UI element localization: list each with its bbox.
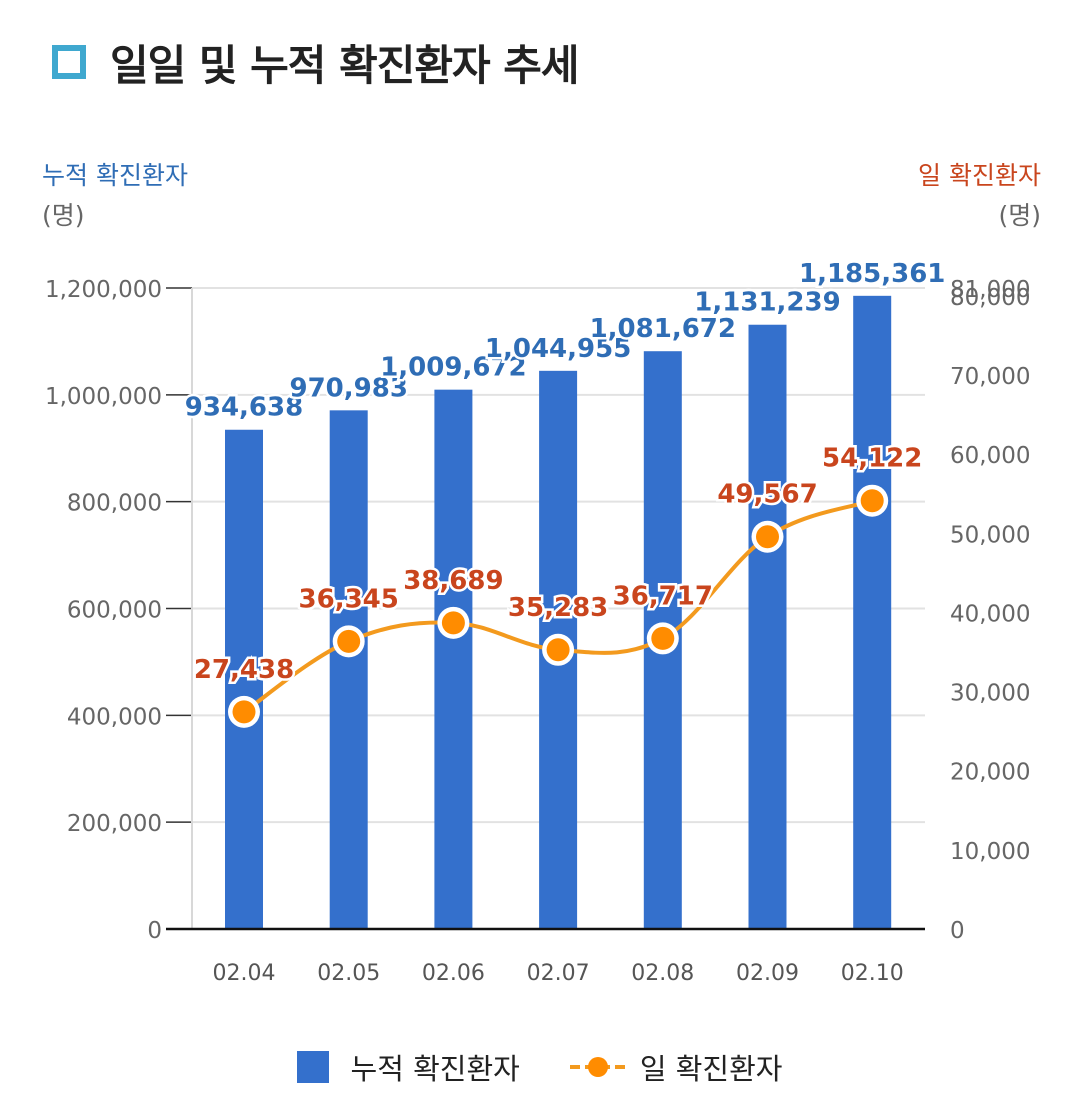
left-tick-label: 1,200,000 — [45, 277, 162, 303]
bar-value-label: 934,638 — [185, 393, 303, 423]
left-tick-label: 400,000 — [67, 704, 162, 730]
legend-label-daily: 일 확진환자 — [639, 1052, 783, 1086]
bar-swatch-icon — [296, 1051, 329, 1083]
left-tick-label: 600,000 — [67, 598, 162, 624]
line-value-label: 38,689 — [403, 566, 503, 596]
combo-chart: 0 200,000 400,000 600,000 800,000 1,000,000 1,… — [44, 258, 1031, 986]
x-tick-label: 02.04 — [213, 961, 276, 986]
left-tick-label: 1,000,000 — [45, 384, 162, 410]
right-axis-unit: (명) — [998, 201, 1041, 230]
left-axis-title: 누적 확진환자 — [42, 161, 188, 190]
legend-item-cumulative[interactable]: 누적 확진환자 — [296, 1046, 520, 1088]
right-tick-label: 50,000 — [950, 522, 1030, 548]
left-tick-label: 0 — [147, 918, 162, 944]
right-tick-label: 10,000 — [950, 839, 1030, 865]
line-marker-swatch-icon — [569, 1057, 626, 1077]
line-marker — [232, 700, 256, 724]
x-tick-label: 02.05 — [317, 961, 380, 986]
legend-label-cumulative: 누적 확진환자 — [350, 1052, 520, 1086]
right-tick-label: 30,000 — [950, 681, 1030, 707]
right-tick-label: 70,000 — [950, 364, 1030, 390]
left-tick-label: 200,000 — [67, 811, 162, 837]
bar — [748, 324, 787, 929]
x-tick-label: 02.09 — [736, 961, 799, 986]
chart-title: 일일 및 누적 확진환자 추세 — [110, 40, 580, 90]
bar-value-label: 1,044,955 — [485, 334, 631, 364]
line-value-label: 36,717 — [613, 581, 713, 611]
right-axis-title: 일 확진환자 — [918, 161, 1041, 190]
left-tick-label: 800,000 — [67, 491, 162, 517]
line-marker — [337, 629, 361, 653]
chart-legend: 누적 확진환자 일 확진환자 — [0, 1046, 1079, 1088]
line-marker — [441, 611, 465, 635]
line-value-label: 36,345 — [299, 584, 399, 614]
x-tick-label: 02.08 — [631, 961, 694, 986]
chart-header: 일일 및 누적 확진환자 추세 — [52, 32, 580, 92]
line-marker — [860, 489, 884, 513]
x-tick-label: 02.07 — [527, 961, 590, 986]
line-marker — [756, 525, 779, 549]
line-value-label: 54,122 — [822, 444, 922, 474]
legend-item-daily[interactable]: 일 확진환자 — [568, 1046, 783, 1088]
bar — [853, 295, 892, 929]
bar-value-label: 1,009,672 — [380, 353, 526, 383]
bar-value-label: 970,983 — [289, 373, 407, 403]
bar — [434, 389, 473, 929]
left-axis-unit: (명) — [42, 201, 85, 230]
bar — [225, 429, 263, 929]
line-value-label: 49,567 — [717, 480, 817, 510]
line-value-label: 27,438 — [194, 655, 294, 685]
right-tick-label: 60,000 — [950, 443, 1030, 469]
bar-value-label: 1,185,361 — [799, 259, 945, 289]
line-marker — [546, 638, 570, 662]
line-marker — [651, 626, 675, 650]
bar — [329, 410, 368, 929]
bar-value-label: 1,081,672 — [590, 314, 736, 344]
right-tick-label: 40,000 — [950, 601, 1030, 627]
square-bullet-icon — [52, 45, 86, 79]
right-tick-label: 80,000 — [950, 285, 1030, 311]
right-tick-label: 0 — [950, 918, 965, 944]
bar-value-label: 1,131,239 — [694, 288, 840, 318]
x-tick-label: 02.06 — [422, 961, 485, 986]
right-tick-label: 20,000 — [950, 760, 1030, 786]
line-value-label: 35,283 — [508, 593, 608, 623]
x-tick-label: 02.10 — [841, 961, 904, 986]
right-tick-label: 81,000 — [950, 277, 1030, 303]
